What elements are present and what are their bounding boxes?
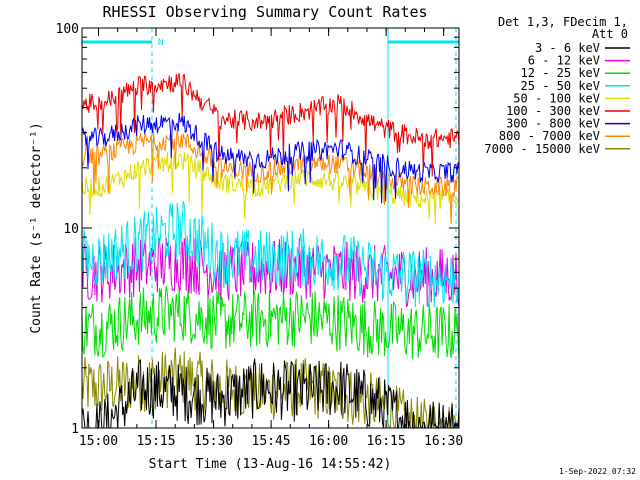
- x-tick-label: 15:45: [252, 434, 291, 449]
- x-tick-label: 16:30: [424, 434, 463, 449]
- x-tick-label: 15:30: [194, 434, 233, 449]
- y-tick-label: 100: [56, 22, 79, 37]
- series-layer: [81, 73, 460, 430]
- footer-timestamp: 1-Sep-2022 07:32: [559, 467, 636, 476]
- x-tick-label: 16:00: [309, 434, 348, 449]
- legend-label-2: 12 - 25 keV: [521, 66, 600, 80]
- y-tick-labels: 1 10 100: [56, 22, 79, 437]
- x-tick-label: 16:15: [367, 434, 406, 449]
- series-line-8: [81, 347, 459, 430]
- y-axis-label: Count Rate (s⁻¹ detector⁻¹): [29, 122, 44, 333]
- axis-ticks: [82, 27, 459, 429]
- series-line-2: [81, 285, 460, 362]
- series-line-6: [81, 112, 460, 204]
- legend-label-4: 50 - 100 keV: [513, 91, 600, 105]
- series-line-5: [81, 73, 460, 177]
- chart-title: RHESSI Observing Summary Count Rates: [102, 3, 427, 21]
- y-tick-label: 1: [71, 422, 79, 437]
- x-axis-label: Start Time (13-Aug-16 14:55:42): [149, 457, 392, 472]
- legend-label-1: 6 - 12 keV: [528, 54, 600, 68]
- series-line-0: [81, 358, 460, 430]
- legend-label-3: 25 - 50 keV: [521, 79, 600, 93]
- legend-label-7: 800 - 7000 keV: [499, 129, 600, 143]
- x-tick-labels: 15:00 15:15 15:30 15:45 16:00 16:15 16:30: [79, 434, 463, 449]
- flag-label: N: [158, 38, 163, 48]
- x-tick-label: 15:15: [136, 434, 175, 449]
- legend-header-line-2: Att 0: [592, 27, 628, 41]
- legend-label-6: 300 - 800 keV: [506, 117, 600, 131]
- y-tick-label: 10: [63, 222, 79, 237]
- legend-header-line-1: Det 1,3, FDecim 1,: [498, 15, 628, 29]
- legend-label-8: 7000 - 15000 keV: [484, 142, 600, 156]
- legend-label-5: 100 - 300 keV: [506, 104, 600, 118]
- x-tick-label: 15:00: [79, 434, 118, 449]
- series-line-1: [81, 237, 460, 308]
- legend-label-0: 3 - 6 keV: [535, 41, 600, 55]
- series-line-3: [81, 200, 460, 309]
